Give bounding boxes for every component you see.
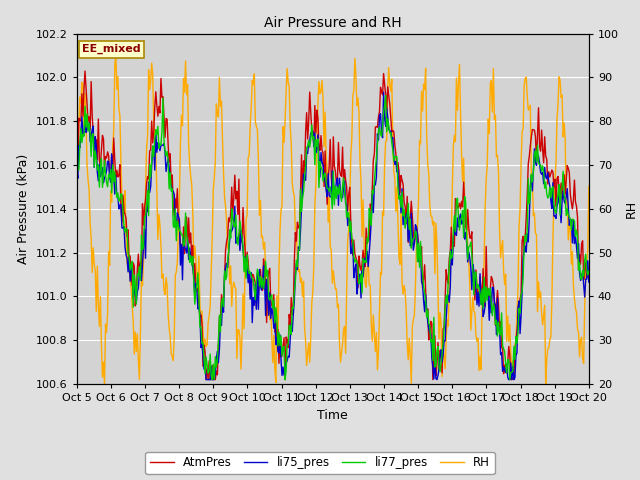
X-axis label: Time: Time [317,408,348,421]
AtmPres [352,255,360,261]
AtmPres [585,270,593,276]
RH [100,381,108,387]
li75_pres [575,240,582,246]
AtmPres [73,122,81,128]
li77_pres [209,377,216,383]
RH [380,213,387,218]
Y-axis label: Air Pressure (kPa): Air Pressure (kPa) [17,154,30,264]
RH [495,169,502,175]
li75_pres [317,150,325,156]
RH [585,183,593,189]
AtmPres [575,267,582,273]
AtmPres [318,147,326,153]
li77_pres [73,168,81,174]
li77_pres [320,172,328,178]
RH [73,158,81,164]
li75_pres [380,89,387,95]
Title: Air Pressure and RH: Air Pressure and RH [264,16,402,30]
li77_pres [585,268,593,274]
li75_pres [495,327,502,333]
RH [321,109,329,115]
Line: li77_pres: li77_pres [77,96,589,380]
Y-axis label: RH: RH [625,200,637,218]
Line: AtmPres: AtmPres [77,71,589,380]
AtmPres [81,68,89,74]
Line: RH: RH [77,52,589,384]
li77_pres [317,165,325,170]
li75_pres [351,266,358,272]
li77_pres [351,259,358,265]
RH [575,330,582,336]
li75_pres [73,167,81,173]
li75_pres [585,279,593,285]
Line: li75_pres: li75_pres [77,92,589,380]
AtmPres [495,301,502,307]
li75_pres [202,377,210,383]
li77_pres [379,124,387,130]
RH [318,78,326,84]
li77_pres [382,93,390,98]
li75_pres [379,135,387,141]
AtmPres [321,148,329,154]
li77_pres [495,319,502,325]
RH [352,72,360,78]
RH [112,49,120,55]
Legend: AtmPres, li75_pres, li77_pres, RH: AtmPres, li75_pres, li77_pres, RH [145,452,495,474]
li75_pres [320,176,328,182]
AtmPres [380,71,387,76]
AtmPres [202,377,210,383]
li77_pres [575,267,582,273]
Text: EE_mixed: EE_mixed [82,44,141,54]
